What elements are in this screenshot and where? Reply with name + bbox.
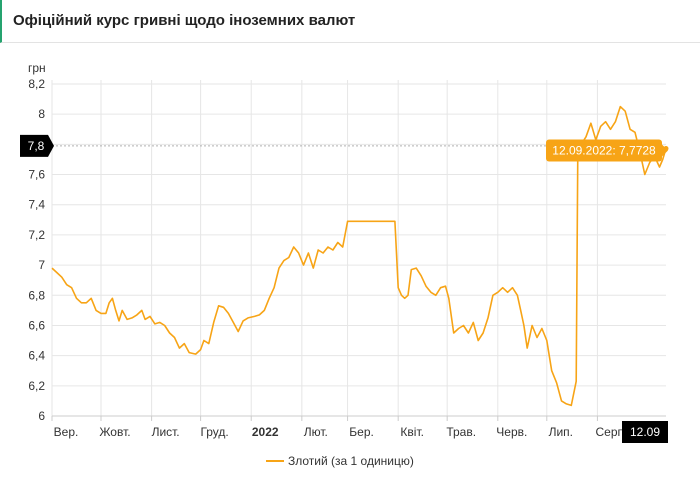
crosshair-x-label: 12.09 xyxy=(630,425,660,439)
y-axis-label: грн xyxy=(28,61,46,75)
crosshair-y-label: 7,8 xyxy=(28,139,45,153)
x-tick-label: Лист. xyxy=(152,425,180,439)
tooltip: 12.09.2022: 7,7728 xyxy=(546,139,668,162)
x-tick-label: Вер. xyxy=(54,425,79,439)
y-tick-label: 6,8 xyxy=(28,288,45,302)
x-tick-label: Лют. xyxy=(304,425,328,439)
y-tick-label: 8,2 xyxy=(28,77,45,91)
x-axis-ticks: Вер. Жовт. Лист. Груд. 2022 Лют. Бер. Квіт. Трав… xyxy=(51,416,627,439)
x-tick-label: 2022 xyxy=(252,425,279,439)
x-tick-label: Жовт. xyxy=(99,425,130,439)
y-tick-label: 6 xyxy=(38,409,45,423)
y-tick-label: 6,2 xyxy=(28,379,45,393)
x-tick-label: Серп. xyxy=(595,425,627,439)
y-tick-label: 8 xyxy=(38,107,45,121)
y-tick-label: 7,2 xyxy=(28,228,45,242)
y-tick-label: 7,6 xyxy=(28,168,45,182)
x-tick-label: Бер. xyxy=(349,425,374,439)
y-axis-ticks: 6 6,2 6,4 6,6 6,8 7 7,2 7,4 7,6 8 8,2 xyxy=(28,77,45,423)
crosshair-y-badge: 7,8 xyxy=(20,134,54,157)
y-tick-label: 6,6 xyxy=(28,318,45,332)
y-tick-label: 7 xyxy=(38,258,45,272)
chart-header: Офіційний курс гривні щодо іноземних вал… xyxy=(0,0,700,43)
x-tick-label: Квіт. xyxy=(400,425,424,439)
x-tick-label: Черв. xyxy=(496,425,527,439)
legend[interactable]: Злотий (за 1 одиницю) xyxy=(266,454,414,468)
x-tick-label: Трав. xyxy=(446,425,476,439)
crosshair-x-badge: 12.09 xyxy=(622,421,668,443)
grid-lines xyxy=(51,80,666,417)
series-line-zloty[interactable] xyxy=(51,105,667,407)
legend-item-zloty[interactable]: Злотий (за 1 одиницю) xyxy=(288,454,414,468)
y-tick-label: 7,4 xyxy=(28,198,45,212)
tooltip-text: 12.09.2022: 7,7728 xyxy=(552,143,656,157)
y-tick-label: 6,4 xyxy=(28,349,45,363)
x-tick-label: Лип. xyxy=(549,425,573,439)
x-tick-label: Груд. xyxy=(200,425,228,439)
chart-title: Офіційний курс гривні щодо іноземних вал… xyxy=(13,12,356,29)
